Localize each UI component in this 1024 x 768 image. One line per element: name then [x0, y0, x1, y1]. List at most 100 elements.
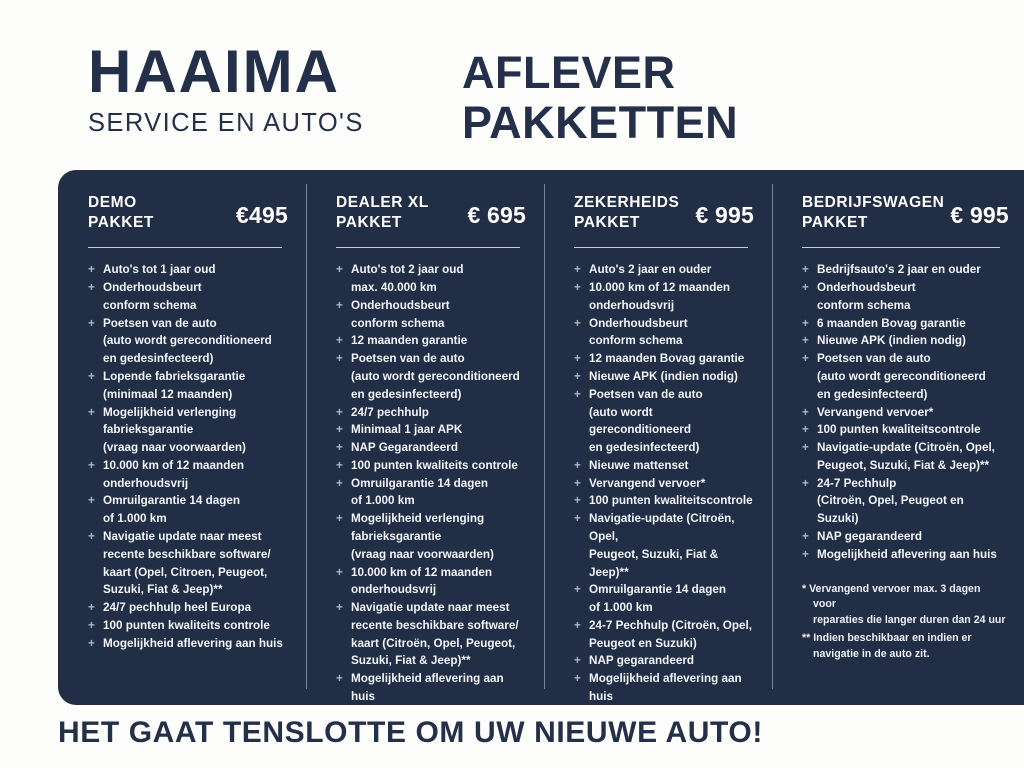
plus-icon: + — [88, 618, 95, 632]
feature-text: Omruilgarantie 14 dagen of 1.000 km — [351, 476, 489, 508]
plus-icon: + — [574, 654, 581, 668]
plus-icon: + — [88, 636, 95, 650]
package-price: €495 — [236, 202, 288, 228]
list-item: + Poetsen van de auto (auto wordt gerecon… — [88, 315, 288, 368]
list-item: + Poetsen van de auto (auto wordt gerecon… — [802, 350, 1006, 403]
list-item: +12 maanden Bovag garantie — [574, 350, 754, 368]
plus-icon: + — [574, 583, 581, 597]
plus-icon: + — [802, 334, 809, 348]
feature-list: + Auto's 2 jaar en ouder +10.000 km of 12… — [574, 261, 754, 706]
list-item: +24-7 Pechhulp (Citroën, Opel, Peugeot e… — [574, 617, 754, 653]
footnotes: * Vervangend vervoer max. 3 dagen voor r… — [802, 582, 1006, 663]
feature-text: Nieuwe APK (indien nodig) — [589, 369, 738, 383]
page-title-line-1: AFLEVER — [462, 47, 676, 98]
list-item: + NAP gegarandeerd — [802, 528, 1006, 546]
plus-icon: + — [802, 405, 809, 419]
plus-icon: + — [336, 352, 343, 366]
plus-icon: + — [336, 672, 343, 686]
list-item: + Auto's tot 2 jaar oud max. 40.000 km — [336, 261, 526, 297]
plus-icon: + — [574, 476, 581, 490]
feature-text: NAP Gegarandeerd — [351, 441, 458, 455]
feature-text: Onderhoudsbeurt conform schema — [817, 281, 916, 312]
feature-text: Omruilgarantie 14 dagen of 1.000 km — [589, 583, 727, 615]
column-divider — [772, 184, 773, 689]
feature-text: Auto's 2 jaar en ouder — [589, 263, 712, 277]
header-rule — [336, 246, 520, 249]
list-item: +10.000 km of 12 maanden onderhoudsvrij — [574, 279, 754, 315]
list-item: + Mogelijkheid aflevering aan huis — [336, 670, 526, 706]
package-card-bedrijfswagen[interactable]: BEDRIJFSWAGEN PAKKET € 995 + Bedrijfsauto… — [772, 170, 1024, 705]
plus-icon: + — [574, 352, 581, 366]
package-card-dealer-xl[interactable]: DEALER XL PAKKET € 695 + Auto's tot 2 jaa… — [306, 170, 544, 705]
list-item: + Mogelijkheid aflevering aan huis — [574, 670, 754, 706]
list-item: + Bedrijfsauto's 2 jaar en ouder — [802, 261, 1006, 279]
feature-text: Onderhoudsbeurt conform schema — [351, 298, 450, 330]
package-title: DEALER XL PAKKET — [336, 194, 429, 231]
plus-icon: + — [336, 298, 343, 312]
plus-icon: + — [574, 316, 581, 330]
plus-icon: + — [336, 458, 343, 472]
feature-text: Navigatie update naar meest recente besc… — [103, 529, 271, 597]
plus-icon: + — [802, 281, 809, 295]
list-item: +24/7 pechhulp heel Europa — [88, 599, 288, 617]
list-item: +6 maanden Bovag garantie — [802, 315, 1006, 333]
plus-icon: + — [88, 458, 95, 472]
package-price: € 695 — [467, 202, 526, 228]
feature-text: 24-7 Pechhulp (Citroën, Opel, Peugeot en… — [589, 618, 753, 650]
feature-text: Poetsen van de auto (auto wordt gerecond… — [103, 316, 272, 366]
feature-text: Mogelijkheid aflevering aan huis — [817, 547, 997, 561]
feature-text: Nieuwe APK (indien nodig) — [817, 334, 966, 348]
package-price: € 995 — [695, 202, 754, 228]
list-item: + NAP Gegarandeerd — [336, 439, 526, 457]
list-item: + Mogelijkheid aflevering aan huis — [802, 546, 1006, 564]
column-divider — [306, 184, 307, 689]
plus-icon: + — [574, 672, 581, 686]
plus-icon: + — [88, 281, 95, 295]
plus-icon: + — [802, 547, 809, 561]
feature-text: Auto's tot 2 jaar oud max. 40.000 km — [351, 263, 464, 295]
list-item: + Nieuwe mattenset — [574, 457, 754, 475]
feature-list: + Auto's tot 2 jaar oud max. 40.000 km + O… — [336, 261, 526, 706]
plus-icon: + — [88, 529, 95, 543]
package-header: BEDRIJFSWAGEN PAKKET € 995 — [802, 191, 1009, 233]
header-rule — [574, 246, 748, 249]
plus-icon: + — [802, 423, 809, 437]
plus-icon: + — [336, 476, 343, 490]
package-card-demo[interactable]: DEMO PAKKET €495 + Auto's tot 1 jaar oud … — [58, 170, 306, 705]
list-item: + Poetsen van de auto (auto wordt gerecon… — [574, 386, 754, 457]
plus-icon: + — [336, 423, 343, 437]
package-header: DEMO PAKKET €495 — [88, 191, 288, 233]
brand-tagline: SERVICE EN AUTO'S — [88, 109, 364, 137]
feature-text: 100 punten kwaliteitscontrole — [817, 423, 981, 437]
list-item: + Nieuwe APK (indien nodig) — [802, 332, 1006, 350]
plus-icon: + — [88, 316, 95, 330]
packages-columns: DEMO PAKKET €495 + Auto's tot 1 jaar oud … — [58, 170, 1024, 705]
list-item: + Vervangend vervoer* — [574, 475, 754, 493]
brand-logo: HAAIMA SERVICE EN AUTO'S — [88, 42, 418, 137]
feature-text: Poetsen van de auto (auto wordt gerecond… — [589, 387, 703, 455]
list-item: + Mogelijkheid verlenging fabrieksgaranti… — [88, 404, 288, 457]
feature-text: Onderhoudsbeurt conform schema — [103, 281, 202, 312]
list-item: + Mogelijkheid aflevering aan huis — [88, 635, 288, 653]
package-card-zekerheids[interactable]: ZEKERHEIDS PAKKET € 995 + Auto's 2 jaar e… — [544, 170, 772, 705]
feature-text: Mogelijkheid aflevering aan huis — [589, 672, 742, 703]
list-item: + Nieuwe APK (indien nodig) — [574, 368, 754, 386]
feature-text: 100 punten kwaliteits controle — [103, 618, 270, 632]
feature-text: 12 maanden garantie — [351, 334, 468, 348]
feature-text: Mogelijkheid aflevering aan huis — [351, 672, 504, 703]
footnote-single-star: * Vervangend vervoer max. 3 dagen voor r… — [802, 582, 1006, 627]
list-item: +100 punten kwaliteits controle — [336, 457, 526, 475]
page-header: HAAIMA SERVICE EN AUTO'S AFLEVER PAKKETT… — [0, 0, 1024, 170]
plus-icon: + — [336, 565, 343, 579]
feature-text: Omruilgarantie 14 dagen of 1.000 km — [103, 494, 241, 526]
plus-icon: + — [802, 263, 809, 277]
plus-icon: + — [88, 405, 95, 419]
feature-text: Bedrijfsauto's 2 jaar en ouder — [817, 263, 981, 277]
plus-icon: + — [574, 263, 581, 277]
feature-text: 24-7 Pechhulp (Citroën, Opel, Peugeot en… — [817, 476, 964, 526]
package-price: € 995 — [950, 202, 1009, 228]
feature-text: 100 punten kwaliteits controle — [351, 458, 518, 472]
list-item: +10.000 km of 12 maanden onderhoudsvrij — [336, 564, 526, 600]
header-rule — [88, 246, 282, 249]
list-item: + Omruilgarantie 14 dagen of 1.000 km — [88, 492, 288, 528]
